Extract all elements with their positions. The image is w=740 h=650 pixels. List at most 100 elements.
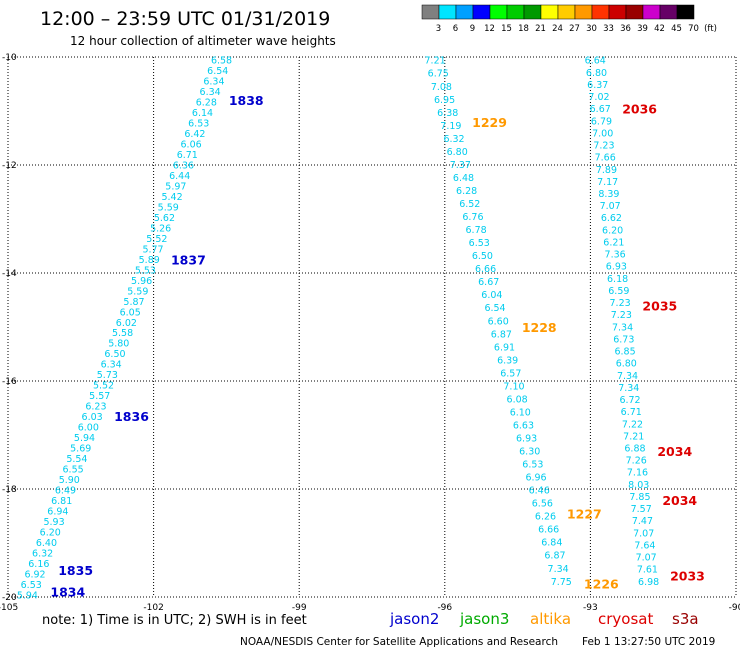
wave-height-value: 6.67 [590, 104, 611, 115]
plot-grid [7, 56, 737, 598]
wave-height-value: 7.26 [626, 456, 647, 467]
wave-height-value: 6.40 [36, 538, 57, 549]
wave-height-value: 5.90 [59, 475, 80, 486]
footer-note: note: 1) Time is in UTC; 2) SWH is in fe… [42, 613, 307, 628]
colorbar-label: 9 [470, 24, 475, 34]
colorbar-swatch [625, 4, 644, 20]
wave-height-value: 6.66 [538, 525, 559, 536]
wave-height-value: 5.59 [158, 202, 179, 213]
wave-height-value: 6.54 [484, 303, 505, 314]
wave-height-value: 6.39 [497, 355, 518, 366]
colorbar-label: 12 [484, 24, 495, 34]
wave-height-value: 7.02 [588, 92, 609, 103]
wave-height-value: 6.78 [466, 225, 487, 236]
wave-height-value: 7.64 [634, 540, 655, 551]
wave-height-value: 6.80 [447, 147, 468, 158]
wave-height-value: 5.52 [146, 234, 167, 245]
wave-height-value: 6.28 [196, 98, 217, 109]
x-tick-label: -90 [729, 603, 740, 613]
colorbar-label: 70 [688, 24, 699, 34]
time-label: 2033 [670, 568, 705, 583]
wave-height-value: 6.04 [481, 290, 502, 301]
time-label: 1837 [171, 253, 206, 268]
wave-height-value: 6.18 [607, 274, 628, 285]
wave-height-value: 6.34 [203, 77, 224, 88]
satellite-legend: jason2 jason3 altika cryosat s3a [389, 610, 699, 628]
colorbar-swatch [489, 4, 508, 20]
wave-height-value: 6.44 [169, 171, 190, 182]
wave-height-value: 6.71 [621, 407, 642, 418]
track-altika: 7.21 6.75 7.08 6.95 6.38 7.19 6.32 6.80 7.37 6.48… [425, 56, 620, 592]
color-scale-legend: 3 6 9 12 15 18 21 24 27 30 33 36 39 42 45 70 (ft) [421, 4, 717, 34]
wave-height-value: 8.39 [598, 189, 619, 200]
wave-height-value: 8.03 [628, 480, 649, 491]
y-tick-label: -12 [2, 161, 17, 171]
wave-height-value: 6.66 [475, 264, 496, 275]
satellite-name-jason3: jason3 [459, 610, 509, 628]
colorbar-swatch [421, 4, 440, 20]
wave-height-value: 7.47 [632, 516, 653, 527]
wave-height-value: 6.20 [602, 225, 623, 236]
wave-height-value: 7.17 [597, 177, 618, 188]
wave-height-value: 6.56 [532, 499, 553, 510]
wave-height-value: 7.21 [425, 56, 446, 67]
x-tick-label: -93 [583, 603, 598, 613]
wave-height-value: 5.87 [123, 297, 144, 308]
credit-text: NOAA/NESDIS Center for Satellite Applica… [240, 636, 558, 648]
wave-height-value: 7.23 [610, 298, 631, 309]
wave-height-value: 7.34 [548, 564, 569, 575]
satellite-name-cryosat: cryosat [598, 610, 653, 628]
wave-height-value: 6.73 [613, 334, 634, 345]
time-label: 1838 [229, 93, 264, 108]
colorbar-swatch [472, 4, 491, 20]
wave-height-value: 6.58 [211, 56, 232, 67]
wave-height-value: 6.91 [494, 342, 515, 353]
wave-height-value: 7.89 [596, 165, 617, 176]
wave-height-value: 6.23 [85, 402, 106, 413]
wave-height-value: 5.94 [74, 433, 95, 444]
chart-title: 12:00 – 23:59 UTC 01/31/2019 [40, 8, 330, 30]
wave-height-value: 7.85 [629, 492, 650, 503]
y-tick-label: -18 [2, 485, 17, 495]
wave-height-value: 6.53 [469, 238, 490, 249]
wave-height-value: 7.00 [592, 128, 613, 139]
wave-height-value: 6.60 [488, 316, 509, 327]
wave-height-value: 6.85 [614, 347, 635, 358]
wave-height-value: 6.53 [188, 119, 209, 130]
wave-height-value: 6.93 [516, 433, 537, 444]
wave-height-value: 6.14 [192, 108, 213, 119]
colorbar-label: 6 [453, 24, 458, 34]
wave-height-value: 5.53 [135, 265, 156, 276]
satellite-name-altika: altika [530, 610, 571, 628]
wave-height-value: 7.22 [622, 419, 643, 430]
time-label: 1836 [114, 409, 149, 424]
wave-height-value: 6.81 [51, 496, 72, 507]
chart-subtitle: 12 hour collection of altimeter wave hei… [70, 34, 336, 48]
wave-height-value: 7.57 [631, 504, 652, 515]
colorbar-swatch [676, 4, 695, 20]
wave-height-value: 6.50 [472, 251, 493, 262]
wave-height-value: 6.30 [519, 447, 540, 458]
wave-height-value: 5.89 [139, 255, 160, 266]
wave-height-value: 6.84 [541, 538, 562, 549]
time-label: 1228 [522, 320, 557, 335]
wave-height-value: 5.54 [66, 454, 87, 465]
wave-height-value: 6.95 [434, 95, 455, 106]
x-tick-label: -96 [437, 603, 452, 613]
wave-height-value: 6.28 [456, 186, 477, 197]
wave-height-value: 6.52 [459, 199, 480, 210]
time-label: 2036 [622, 101, 657, 116]
wave-height-value: 7.37 [450, 160, 471, 171]
wave-height-value: 7.21 [623, 431, 644, 442]
wave-height-value: 6.63 [513, 420, 534, 431]
wave-height-value: 6.93 [606, 262, 627, 273]
wave-height-value: 7.07 [633, 528, 654, 539]
wave-height-value: 6.50 [104, 349, 125, 360]
wave-height-value: 7.34 [612, 322, 633, 333]
wave-height-value: 6.46 [529, 486, 550, 497]
satellite-name-jason2: jason2 [389, 610, 439, 628]
x-tick-label: -99 [292, 603, 307, 613]
wave-height-value: 7.10 [503, 381, 524, 392]
wave-height-value: 5.57 [89, 391, 110, 402]
